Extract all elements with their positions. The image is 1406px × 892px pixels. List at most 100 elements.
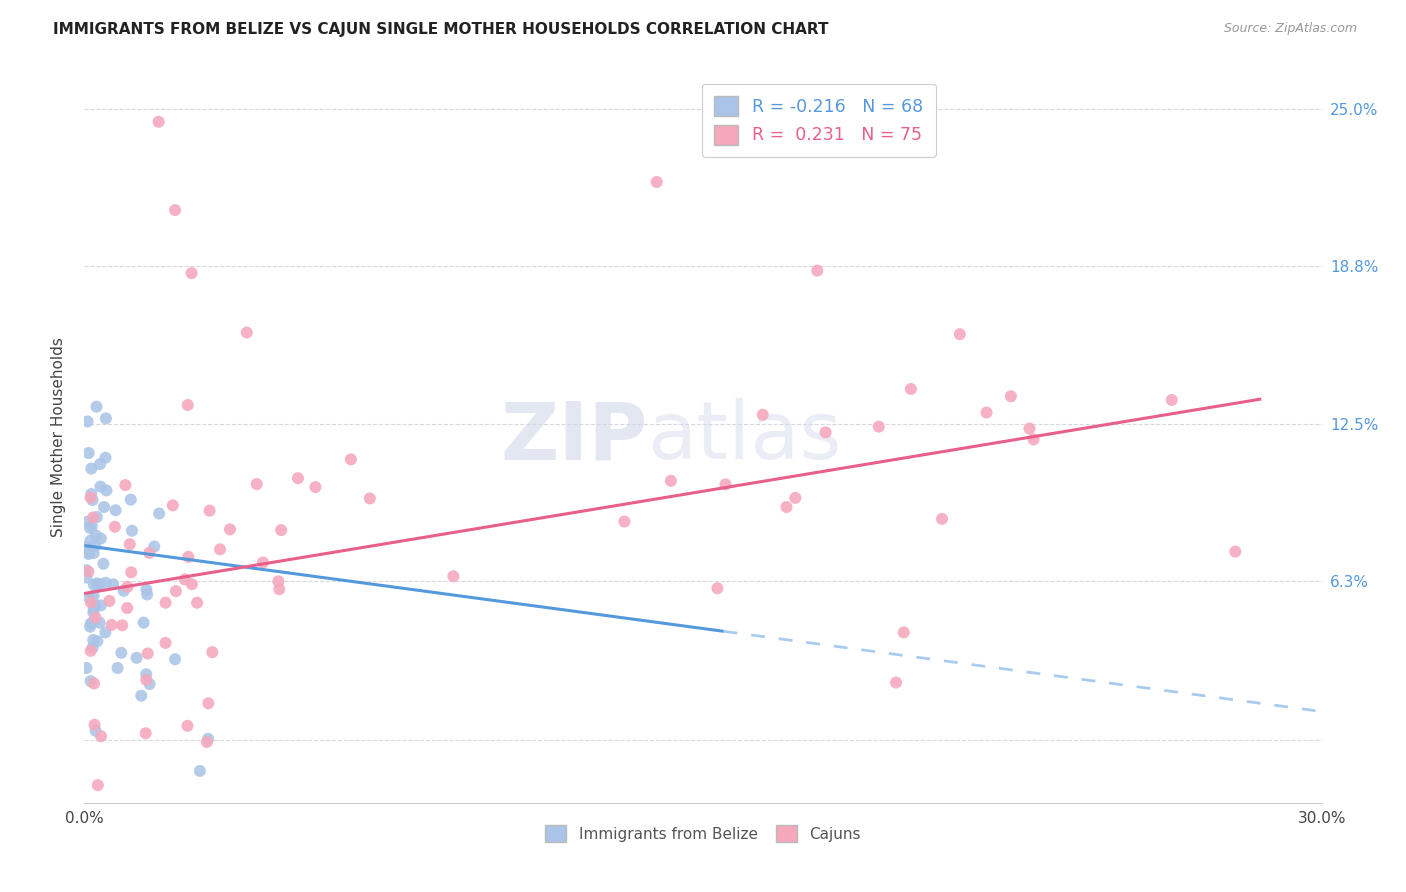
Point: [125, 650, 148, 665]
Point: [84, 540, 107, 554]
Point: [143, 540, 166, 554]
Point: [83, 676, 105, 690]
Text: Source: ZipAtlas.com: Source: ZipAtlas.com: [1223, 22, 1357, 36]
Point: [868, 419, 890, 434]
Point: [706, 581, 728, 595]
Point: [80, 487, 103, 501]
Point: [82, 510, 104, 524]
Point: [86, 634, 108, 648]
Point: [117, 580, 139, 594]
Point: [90, 729, 112, 743]
Point: [82, 632, 104, 647]
Point: [115, 601, 138, 615]
Point: [186, 596, 208, 610]
Point: [80, 644, 103, 658]
Point: [80, 519, 103, 533]
Point: [176, 719, 198, 733]
Point: [785, 491, 807, 505]
Point: [174, 573, 197, 587]
Text: ZIP: ZIP: [501, 398, 647, 476]
Point: [120, 566, 142, 580]
Point: [79, 674, 101, 689]
Point: [270, 523, 292, 537]
Point: [112, 583, 135, 598]
Point: [129, 689, 152, 703]
Point: [165, 652, 187, 666]
Point: [90, 532, 112, 546]
Point: [121, 524, 143, 538]
Point: [79, 491, 101, 505]
Point: [165, 584, 187, 599]
Point: [94, 450, 117, 465]
Point: [80, 461, 103, 475]
Point: [83, 589, 105, 603]
Point: [976, 405, 998, 419]
Point: [82, 640, 104, 655]
Point: [104, 503, 127, 517]
Point: [155, 596, 177, 610]
Point: [148, 507, 170, 521]
Point: [177, 398, 200, 412]
Point: [359, 491, 381, 506]
Point: [1000, 389, 1022, 403]
Point: [136, 588, 159, 602]
Point: [135, 582, 157, 597]
Point: [96, 483, 118, 498]
Point: [135, 673, 157, 687]
Point: [1225, 544, 1247, 558]
Point: [79, 620, 101, 634]
Text: IMMIGRANTS FROM BELIZE VS CAJUN SINGLE MOTHER HOUSEHOLDS CORRELATION CHART: IMMIGRANTS FROM BELIZE VS CAJUN SINGLE M…: [53, 22, 830, 37]
Point: [1018, 421, 1040, 435]
Point: [75, 540, 97, 554]
Point: [89, 480, 111, 494]
Point: [86, 576, 108, 591]
Point: [111, 618, 134, 632]
Point: [900, 382, 922, 396]
Point: [110, 646, 132, 660]
Point: [287, 471, 309, 485]
Point: [884, 675, 907, 690]
Point: [93, 557, 115, 571]
Point: [1160, 392, 1182, 407]
Point: [949, 327, 972, 342]
Point: [77, 565, 100, 579]
Text: atlas: atlas: [647, 398, 842, 476]
Point: [90, 599, 112, 613]
Point: [148, 115, 170, 129]
Point: [659, 474, 682, 488]
Point: [135, 726, 157, 740]
Point: [177, 549, 200, 564]
Point: [135, 667, 157, 681]
Point: [89, 577, 111, 591]
Point: [138, 677, 160, 691]
Point: [114, 478, 136, 492]
Point: [100, 618, 122, 632]
Point: [198, 503, 221, 517]
Point: [80, 616, 103, 631]
Point: [94, 575, 117, 590]
Point: [180, 266, 202, 280]
Point: [155, 636, 177, 650]
Point: [304, 480, 326, 494]
Point: [104, 520, 127, 534]
Point: [107, 661, 129, 675]
Point: [165, 203, 187, 218]
Point: [931, 512, 953, 526]
Legend: Immigrants from Belize, Cajuns: Immigrants from Belize, Cajuns: [537, 817, 869, 850]
Y-axis label: Single Mother Households: Single Mother Households: [51, 337, 66, 537]
Point: [195, 735, 218, 749]
Point: [75, 571, 97, 585]
Point: [89, 457, 111, 471]
Point: [136, 647, 159, 661]
Point: [86, 400, 108, 414]
Point: [84, 528, 107, 542]
Point: [201, 645, 224, 659]
Point: [83, 717, 105, 731]
Point: [714, 477, 737, 491]
Point: [76, 515, 98, 529]
Point: [83, 578, 105, 592]
Point: [86, 510, 108, 524]
Point: [84, 723, 107, 738]
Point: [84, 599, 107, 613]
Point: [613, 515, 636, 529]
